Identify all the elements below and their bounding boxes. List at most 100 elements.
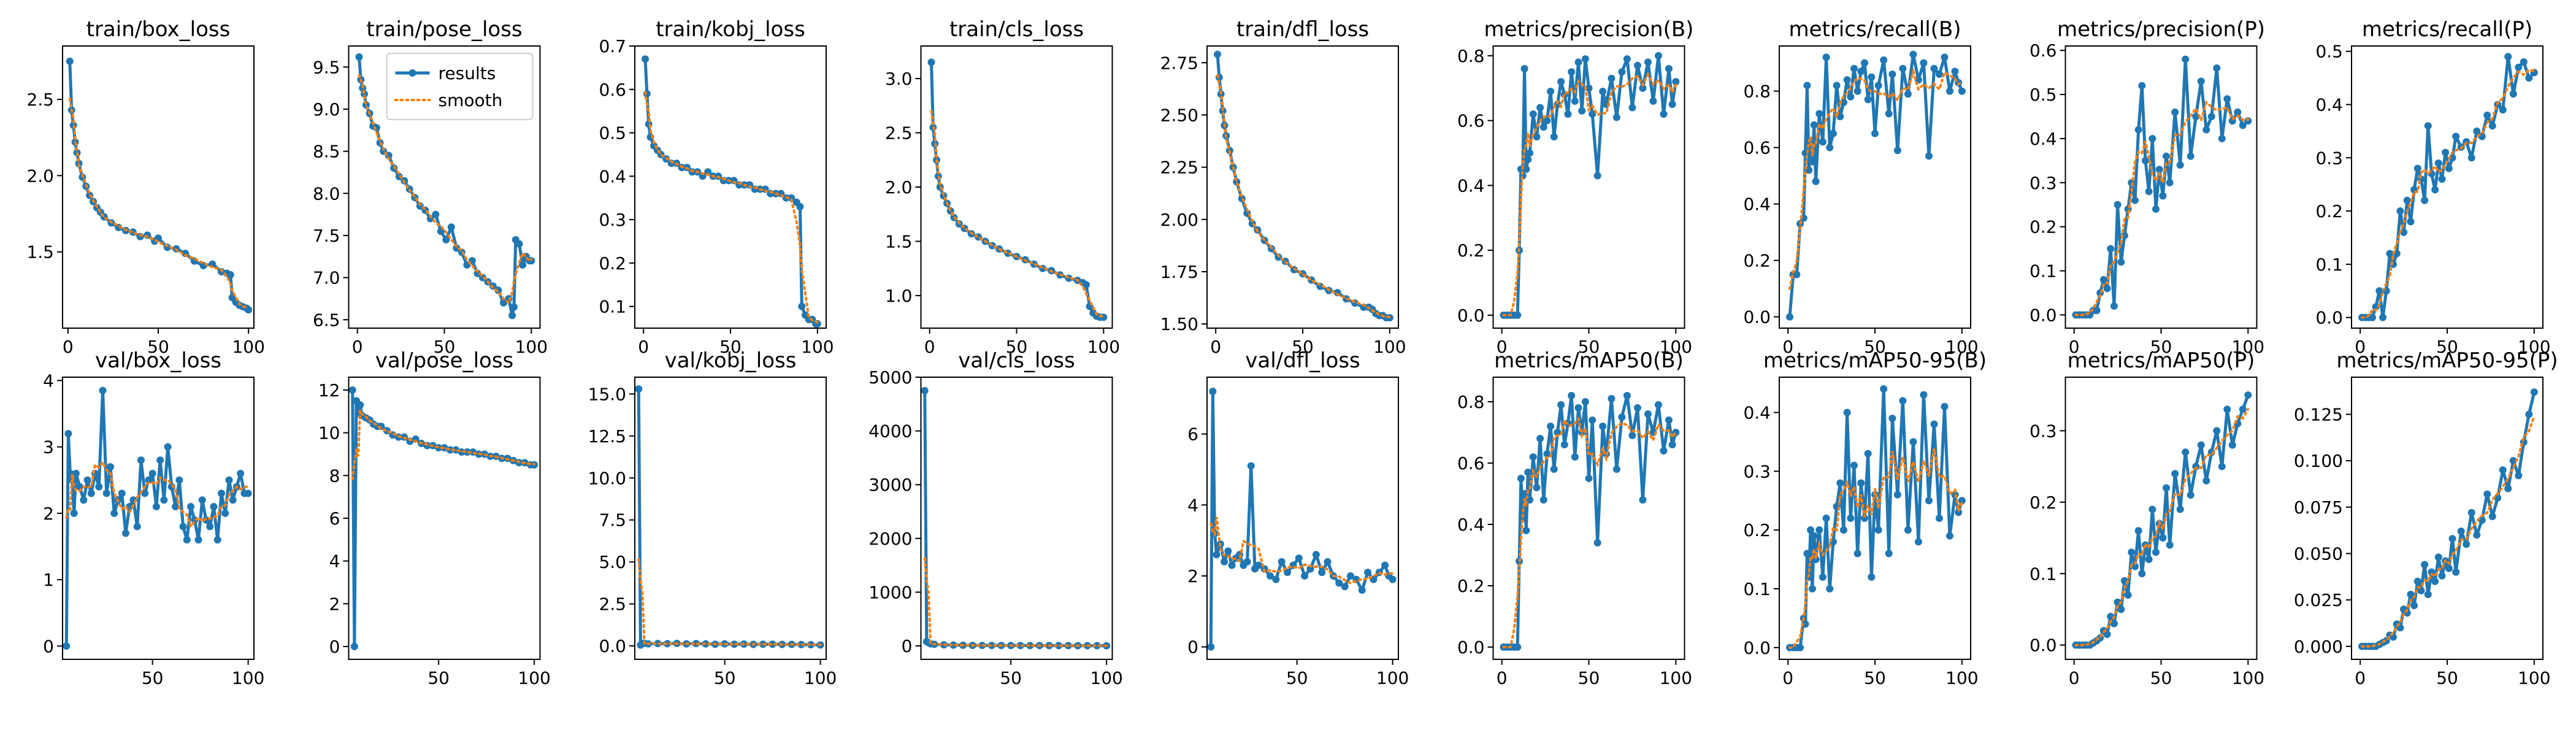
axes-frame [2351,45,2543,329]
results-point [453,244,461,252]
panel-train-box-loss: train/box_loss 0 50 100 1.5 2.0 2.5 [26,17,264,357]
x-tick-label: 0 [2069,337,2080,357]
results-point [1306,565,1314,573]
results-point [2182,55,2190,63]
results-point [2525,410,2533,418]
results-point [72,469,80,477]
results-point [1807,526,1815,534]
x-tick-label: 50 [1864,668,1886,688]
results-point [2124,591,2132,599]
x-tick-label: 100 [2232,668,2264,688]
x-tick-label: 100 [2518,337,2550,357]
plot-area [2358,53,2538,321]
results-point [1529,110,1537,118]
y-tick-label: 0.2 [1457,240,1485,261]
y-tick-label: 0.3 [2030,421,2057,441]
results-point [519,261,527,269]
results-point [1284,569,1292,577]
results-point [2413,164,2421,172]
results-point [1822,515,1830,522]
y-tick-label: 3 [43,437,54,458]
results-point [145,476,153,484]
results-point [1925,497,1933,505]
plot-area [2072,55,2252,319]
y-tick-label: 6.5 [313,310,340,330]
results-point [1853,550,1861,558]
results-point [2110,302,2118,310]
x-tick-label: 0 [1782,668,1793,688]
y-tick-label: 0.6 [2030,40,2057,61]
x-tick-label: 0 [1782,337,1793,357]
y-tick-label: 2000 [868,529,912,549]
results-point [2509,90,2517,98]
x-tick-label: 50 [1864,337,1886,357]
results-point [1803,82,1811,90]
y-tick-label: 0.100 [2294,451,2343,471]
results-point [1633,61,1641,69]
y-tick-label: 0.3 [1743,461,1771,481]
panel-train-cls-loss: train/cls_loss 0 50 100 1.0 1.5 2.0 2.5 3.0 [885,17,1120,357]
x-tick-label: 50 [2436,668,2458,688]
results-point [210,503,218,511]
results-point [2187,152,2195,160]
results-point [2187,491,2195,499]
y-tick-label: 0.0 [1743,638,1771,658]
results-point [1581,55,1589,63]
y-tick-label: 6 [1187,424,1198,445]
results-point [1599,88,1607,96]
panel-val-dfl-loss: val/dfl_loss 50 100 0 2 4 6 [1187,348,1409,688]
results-point [2515,63,2523,71]
results-point [2197,77,2205,85]
x-tick-label: 0 [352,337,363,357]
x-tick-label: 50 [427,668,450,688]
results-point [416,202,424,210]
x-tick-label: 50 [1292,337,1314,357]
results-point [1599,423,1607,430]
results-point [229,496,237,504]
plot-area [2358,388,2538,650]
panel-metrics-map50-b: metrics/mAP50(B) 0 50 100 0.0 0.2 0.4 0.6 0.8 [1457,348,1692,688]
results-point [2134,126,2142,134]
results-point [1850,64,1858,72]
y-tick-label: 12 [318,380,340,401]
results-point [1522,165,1530,173]
x-tick-label: 100 [801,337,834,357]
results-point [99,386,107,394]
results-point [442,236,450,243]
axes-frame [348,377,541,660]
axes-frame [348,45,541,329]
results-point [1914,538,1922,546]
x-tick-label: 100 [1660,668,1692,688]
results-point [2114,201,2122,209]
results-point [1786,313,1794,321]
x-tick-label: 50 [1006,337,1028,357]
results-point [1644,58,1652,66]
results-point [1955,508,1963,516]
results-point [87,489,95,497]
results-point [1526,149,1534,157]
results-point [2431,577,2439,585]
results-point [1522,527,1530,534]
panel-title: metrics/mAP50-95(B) [1763,348,1987,373]
y-tick-label: 1.5 [26,242,54,263]
results-point [1272,575,1280,583]
results-point [1618,68,1626,76]
results-point [1815,110,1823,118]
results-point [1519,515,1527,522]
results-point [2407,218,2415,226]
results-point [2417,587,2425,595]
results-point [1574,404,1582,412]
results-point [987,642,995,650]
results-point [141,489,149,497]
results-point [2152,205,2160,213]
results-point [1557,401,1565,408]
panel-metrics-recall-p: metrics/recall(P) 0 50 100 0.0 0.1 0.2 0.3 0.4 0.… [2315,17,2550,357]
results-point [1668,101,1676,109]
results-series-line [923,390,1107,648]
results-point [1843,408,1851,416]
results-point [1612,466,1620,473]
results-point [1871,129,1879,137]
results-point [118,489,126,497]
axes-frame [920,377,1113,660]
